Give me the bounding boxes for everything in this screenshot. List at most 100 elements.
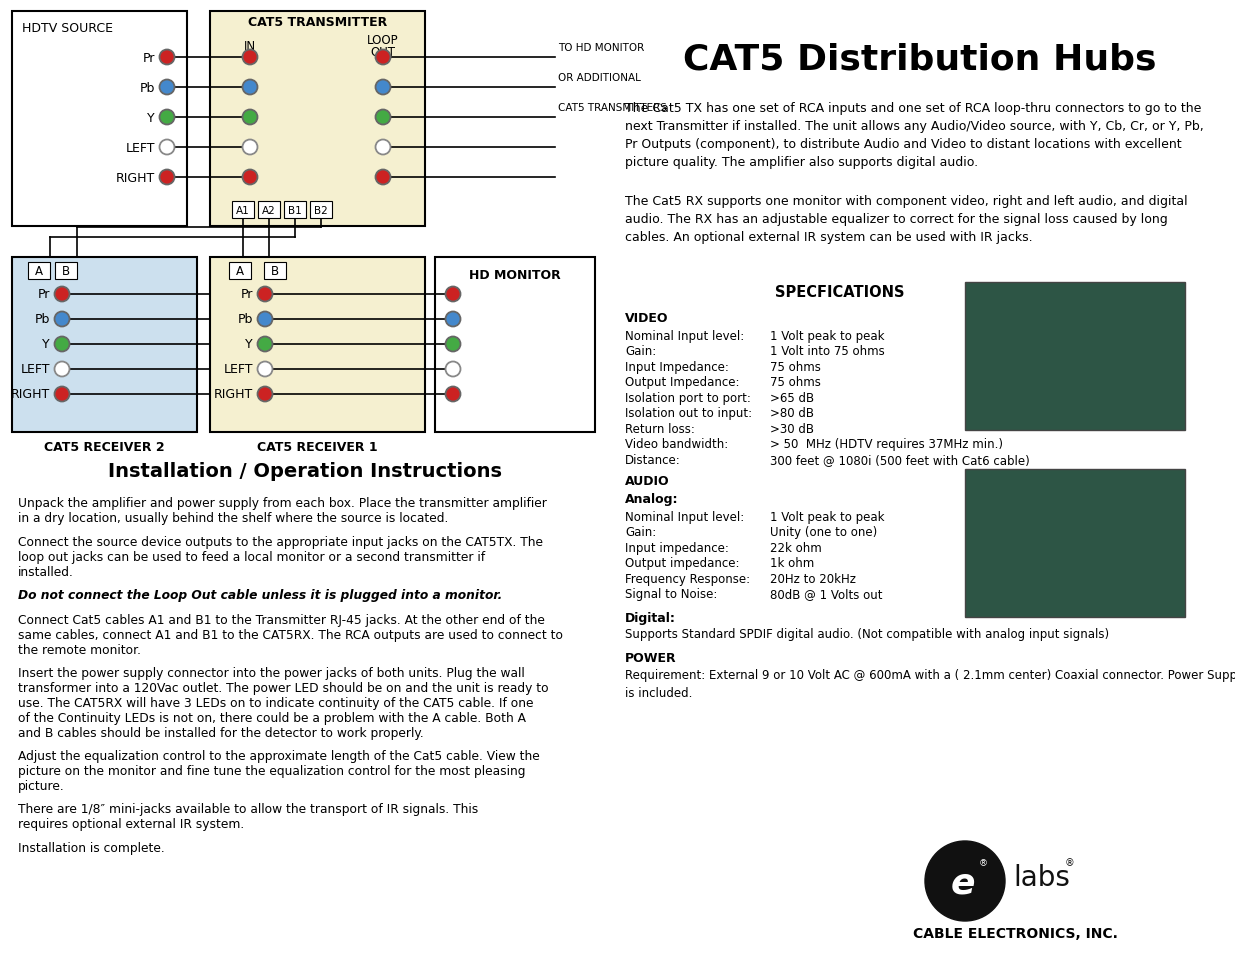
Circle shape (54, 387, 69, 402)
Text: The Cat5 RX supports one monitor with component video, right and left audio, and: The Cat5 RX supports one monitor with co… (625, 194, 1188, 244)
Bar (965, 283, 1186, 431)
Circle shape (446, 387, 461, 402)
Text: POWER: POWER (625, 651, 677, 664)
Text: The Cat5 TX has one set of RCA inputs and one set of RCA loop-thru connectors to: The Cat5 TX has one set of RCA inputs an… (625, 102, 1204, 169)
Circle shape (54, 362, 69, 377)
Text: 75 ohms: 75 ohms (769, 376, 821, 389)
Text: B2: B2 (314, 205, 327, 215)
Text: A2: A2 (262, 205, 275, 215)
Bar (264, 263, 287, 280)
Text: VIDEO: VIDEO (625, 312, 668, 325)
Circle shape (375, 51, 390, 66)
Text: Gain:: Gain: (625, 526, 656, 539)
Text: LEFT: LEFT (224, 363, 253, 376)
Text: >65 dB: >65 dB (769, 392, 814, 405)
Text: 1 Volt into 75 ohms: 1 Volt into 75 ohms (769, 345, 884, 358)
Text: Pr: Pr (241, 288, 253, 301)
Text: Requirement: External 9 or 10 Volt AC @ 600mA with a ( 2.1mm center) Coaxial con: Requirement: External 9 or 10 Volt AC @ … (625, 668, 1235, 700)
Text: OUT: OUT (370, 46, 395, 59)
Text: 300 feet @ 1080i (500 feet with Cat6 cable): 300 feet @ 1080i (500 feet with Cat6 cab… (769, 454, 1030, 467)
Text: CAT5 TRANSMITTER: CAT5 TRANSMITTER (248, 16, 387, 29)
Text: A1: A1 (236, 205, 249, 215)
Text: >30 dB: >30 dB (769, 422, 814, 436)
Text: Installation / Operation Instructions: Installation / Operation Instructions (107, 461, 501, 480)
Circle shape (242, 51, 258, 66)
Text: Y: Y (42, 338, 49, 351)
Text: CAT5 RECEIVER 1: CAT5 RECEIVER 1 (257, 440, 378, 454)
Text: Installation is complete.: Installation is complete. (19, 841, 164, 855)
Text: Unpack the amplifier and power supply from each box. Place the transmitter ampli: Unpack the amplifier and power supply fr… (19, 497, 547, 524)
Bar (965, 470, 1186, 618)
Text: 75 ohms: 75 ohms (769, 360, 821, 374)
Text: Unity (one to one): Unity (one to one) (769, 526, 877, 539)
Text: RIGHT: RIGHT (116, 172, 156, 184)
Bar (12, 12, 186, 227)
Text: 20Hz to 20kHz: 20Hz to 20kHz (769, 573, 856, 585)
Text: Distance:: Distance: (625, 454, 680, 467)
Text: 80dB @ 1 Volts out: 80dB @ 1 Volts out (769, 588, 883, 601)
Circle shape (159, 171, 174, 185)
Circle shape (159, 111, 174, 126)
Text: TO HD MONITOR: TO HD MONITOR (558, 43, 645, 53)
Text: 1 Volt peak to peak: 1 Volt peak to peak (769, 330, 884, 343)
Text: labs: labs (1013, 863, 1070, 891)
Text: Isolation port to port:: Isolation port to port: (625, 392, 751, 405)
Text: Gain:: Gain: (625, 345, 656, 358)
Circle shape (159, 51, 174, 66)
Circle shape (925, 841, 1005, 921)
Text: SPECFICATIONS: SPECFICATIONS (776, 285, 905, 299)
Circle shape (258, 387, 273, 402)
Text: CAT5 TRANSMITTERS: CAT5 TRANSMITTERS (558, 103, 667, 112)
Bar (284, 202, 306, 219)
Text: HDTV SOURCE: HDTV SOURCE (22, 22, 112, 35)
Circle shape (258, 287, 273, 302)
Text: There are 1/8″ mini-jacks available to allow the transport of IR signals. This
r: There are 1/8″ mini-jacks available to a… (19, 802, 478, 831)
Text: B: B (62, 265, 70, 277)
Text: Insert the power supply connector into the power jacks of both units. Plug the w: Insert the power supply connector into t… (19, 667, 548, 740)
Text: AUDIO: AUDIO (625, 475, 669, 488)
Text: 22k ohm: 22k ohm (769, 541, 821, 555)
Circle shape (159, 80, 174, 95)
Text: Input Impedance:: Input Impedance: (625, 360, 729, 374)
Circle shape (446, 313, 461, 327)
Text: Frequency Response:: Frequency Response: (625, 573, 750, 585)
Text: B: B (270, 265, 279, 277)
Text: Adjust the equalization control to the approximate length of the Cat5 cable. Vie: Adjust the equalization control to the a… (19, 749, 540, 792)
Text: Pb: Pb (237, 314, 253, 326)
Text: Y: Y (246, 338, 253, 351)
Text: RIGHT: RIGHT (11, 388, 49, 401)
Text: CABLE ELECTRONICS, INC.: CABLE ELECTRONICS, INC. (913, 926, 1118, 940)
Text: Connect Cat5 cables A1 and B1 to the Transmitter RJ-45 jacks. At the other end o: Connect Cat5 cables A1 and B1 to the Tra… (19, 614, 563, 657)
Text: IN: IN (245, 40, 256, 53)
Text: CAT5 RECEIVER 2: CAT5 RECEIVER 2 (44, 440, 164, 454)
Text: Pb: Pb (140, 81, 156, 94)
Circle shape (242, 171, 258, 185)
Text: Y: Y (147, 112, 156, 125)
Text: Signal to Noise:: Signal to Noise: (625, 588, 718, 601)
Circle shape (242, 111, 258, 126)
Circle shape (446, 337, 461, 352)
Text: e: e (951, 866, 976, 900)
Circle shape (54, 337, 69, 352)
Text: A: A (35, 265, 43, 277)
Circle shape (375, 140, 390, 155)
Circle shape (375, 80, 390, 95)
Circle shape (375, 111, 390, 126)
Text: Pr: Pr (142, 51, 156, 65)
Text: LEFT: LEFT (21, 363, 49, 376)
Text: Output Impedance:: Output Impedance: (625, 376, 740, 389)
Text: 1k ohm: 1k ohm (769, 557, 814, 570)
Text: B1: B1 (288, 205, 301, 215)
Bar (232, 202, 254, 219)
Text: LEFT: LEFT (126, 141, 156, 154)
Circle shape (54, 287, 69, 302)
Circle shape (258, 337, 273, 352)
Bar (56, 263, 77, 280)
Text: >80 dB: >80 dB (769, 407, 814, 420)
Text: Isolation out to input:: Isolation out to input: (625, 407, 752, 420)
Bar (310, 202, 332, 219)
Bar (210, 257, 425, 433)
Text: Connect the source device outputs to the appropriate input jacks on the CAT5TX. : Connect the source device outputs to the… (19, 536, 543, 578)
Text: Return loss:: Return loss: (625, 422, 695, 436)
Text: A: A (236, 265, 245, 277)
